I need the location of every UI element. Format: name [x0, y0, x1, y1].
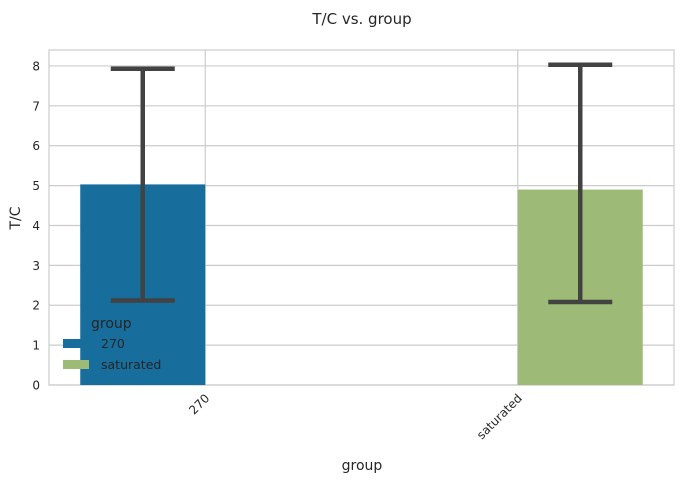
- y-tick-label: 8: [32, 59, 40, 73]
- y-tick-label: 3: [32, 259, 40, 273]
- legend-swatch-saturated: [63, 360, 89, 369]
- x-axis-label: group: [342, 458, 383, 474]
- legend: group 270 saturated: [63, 316, 161, 372]
- error-bar-270: [110, 66, 175, 303]
- bars: [80, 184, 643, 385]
- y-tick-label: 2: [32, 299, 40, 313]
- y-tick-label: 4: [32, 219, 40, 233]
- chart-title: T/C vs. group: [311, 10, 411, 28]
- error-bar-saturated: [548, 62, 613, 305]
- y-tick-label: 0: [32, 379, 40, 393]
- y-axis-label: T/C: [8, 206, 24, 230]
- legend-swatch-270: [63, 339, 89, 348]
- legend-label-saturated: saturated: [101, 357, 161, 372]
- legend-title: group: [91, 316, 132, 332]
- y-tick-label: 7: [32, 99, 40, 113]
- plot-area-frame: [48, 49, 675, 386]
- x-tick-labels: 270 saturated: [186, 391, 525, 442]
- x-tick-label: 270: [186, 391, 212, 417]
- y-tick-label: 5: [32, 179, 40, 193]
- legend-label-270: 270: [101, 336, 125, 351]
- y-tick-label: 6: [32, 139, 40, 153]
- error-bars: [110, 62, 613, 305]
- x-tick-label: saturated: [474, 391, 525, 442]
- y-tick-label: 1: [32, 339, 40, 353]
- y-tick-labels: 0 1 2 3 4 5 6 7 8: [32, 59, 40, 392]
